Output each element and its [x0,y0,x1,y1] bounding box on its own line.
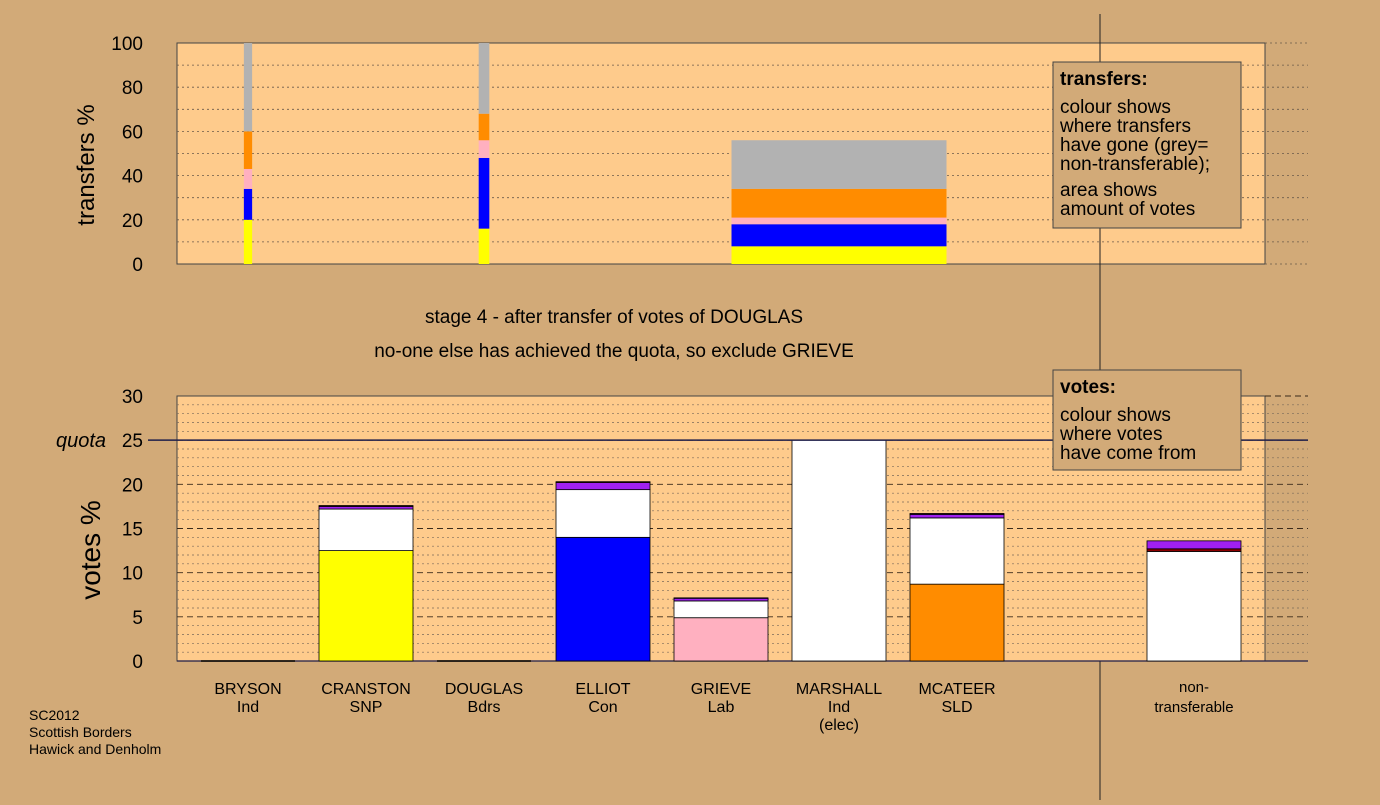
transfers-y-ticks: 0 20 40 60 80 100 [111,34,143,276]
transfer-segment-douglas-to-cranston [479,229,490,264]
votes-legend-line: have come from [1060,443,1196,464]
vote-bar-cranston-segment-from-cranston [319,551,413,661]
transfers-legend: transfers: colour shows where transfers … [1053,62,1241,228]
candidate-label-bryson: Ind [237,699,259,716]
transfer-segment-marshall-to-non-transferable [732,140,947,189]
transfer-segment-marshall-to-mcateer [732,189,947,218]
vote-bar-marshall-segment-from-marshall [792,440,886,661]
footer-line: SC2012 [29,707,80,723]
vote-bar-nontransferable-segment-from-bryson [1147,541,1241,549]
candidate-label-cranston: SNP [350,699,383,716]
transfer-segment-bryson-to-cranston [244,220,252,264]
votes-y-tick-label: 30 [122,387,143,408]
transfer-segment-douglas-to-mcateer [479,114,490,141]
votes-y-tick-label: 0 [132,652,143,673]
vote-bar-cranston-segment-from-marshall [319,509,413,551]
vote-bar-grieve-segment-from-grieve [674,618,768,661]
footer-line: Hawick and Denholm [29,741,161,757]
transfer-segment-douglas-to-non-transferable [479,43,490,114]
candidate-label-cranston: CRANSTON [321,681,411,698]
vote-bar-elliot-segment-from-elliot [556,537,650,661]
votes-legend: votes: colour shows where votes have com… [1053,370,1241,470]
transfer-segment-bryson-to-non-transferable [244,43,252,131]
transfer-segment-marshall-to-cranston [732,246,947,264]
votes-y-tick-label: 10 [122,564,143,585]
vote-bar-mcateer-segment-from-marshall [910,518,1004,584]
transfer-segment-marshall-to-grieve [732,218,947,225]
transfers-legend-line: area shows [1060,180,1157,201]
transfers-legend-title: transfers: [1060,69,1148,90]
candidate-label-mcateer: MCATEER [918,681,995,698]
candidate-label-douglas: Bdrs [468,699,501,716]
transfer-segment-douglas-to-elliot [479,158,490,229]
transfers-y-tick-label: 100 [111,34,143,55]
transfer-segment-bryson-to-mcateer [244,131,252,169]
vote-bar-grieve-segment-from-marshall [674,601,768,618]
transfers-y-tick-label: 60 [122,122,143,143]
candidate-label-grieve: Lab [708,699,735,716]
vote-bar-cranston-segment-from-douglas [319,506,413,507]
candidate-label-elliot: ELLIOT [575,681,630,698]
vote-bar-mcateer-segment-from-douglas [910,513,1004,514]
transfers-y-tick-label: 20 [122,211,143,232]
transfers-legend-line: amount of votes [1060,199,1195,220]
candidate-label-douglas: DOUGLAS [445,681,523,698]
votes-y-tick-label: 20 [122,475,143,496]
transfers-y-tick-label: 80 [122,78,143,99]
transfers-legend-line: non-transferable); [1060,154,1210,175]
votes-y-ticks: 0 5 10 15 20 25 30 [122,387,143,673]
candidate-label-bryson: BRYSON [214,681,281,698]
candidate-label-mcateer: SLD [941,699,972,716]
votes-legend-line: colour shows [1060,405,1171,426]
quota-label: quota [56,430,106,452]
votes-legend-title: votes: [1060,377,1116,398]
vote-bar-elliot-segment-from-marshall [556,490,650,538]
transfer-segment-marshall-to-elliot [732,224,947,246]
nontransferable-label: non- [1179,679,1209,696]
vote-bar-elliot-segment-from-bryson [556,483,650,490]
votes-y-axis-label: votes % [75,500,106,600]
candidate-label-elliot: Con [588,699,617,716]
vote-bar-elliot-segment-from-douglas [556,482,650,483]
transfers-legend-line: where transfers [1059,116,1191,137]
footer-line: Scottish Borders [29,724,132,740]
candidate-label-grieve: GRIEVE [691,681,751,698]
votes-y-tick-label: 15 [122,520,143,541]
candidate-labels: BRYSONIndCRANSTONSNPDOUGLASBdrsELLIOTCon… [214,679,1233,734]
candidate-label-marshall: (elec) [819,717,859,734]
votes-y-tick-label: 5 [132,608,143,629]
transfer-segment-bryson-to-elliot [244,189,252,220]
stage-description: stage 4 - after transfer of votes of DOU… [425,307,803,328]
transfer-segment-douglas-to-grieve [479,140,490,158]
transfers-y-tick-label: 40 [122,167,143,188]
transfers-legend-line: have gone (grey= [1060,135,1208,156]
stage-note: no-one else has achieved the quota, so e… [374,341,854,362]
candidate-label-marshall: MARSHALL [796,681,882,698]
transfers-legend-line: colour shows [1060,97,1171,118]
votes-legend-line: where votes [1059,424,1162,445]
votes-y-tick-label: 25 [122,431,143,452]
vote-bar-mcateer-segment-from-mcateer [910,584,1004,661]
election-footer: SC2012 Scottish Borders Hawick and Denho… [29,707,161,757]
transfer-segment-bryson-to-grieve [244,169,252,189]
nontransferable-label: transferable [1154,699,1233,716]
vote-bar-mcateer-segment-from-bryson [910,514,1004,518]
vote-bar-nontransferable-segment-from-marshall [1147,551,1241,661]
transfers-y-tick-label: 0 [132,255,143,276]
transfers-y-axis-label: transfers % [73,104,100,225]
candidate-label-marshall: Ind [828,699,850,716]
